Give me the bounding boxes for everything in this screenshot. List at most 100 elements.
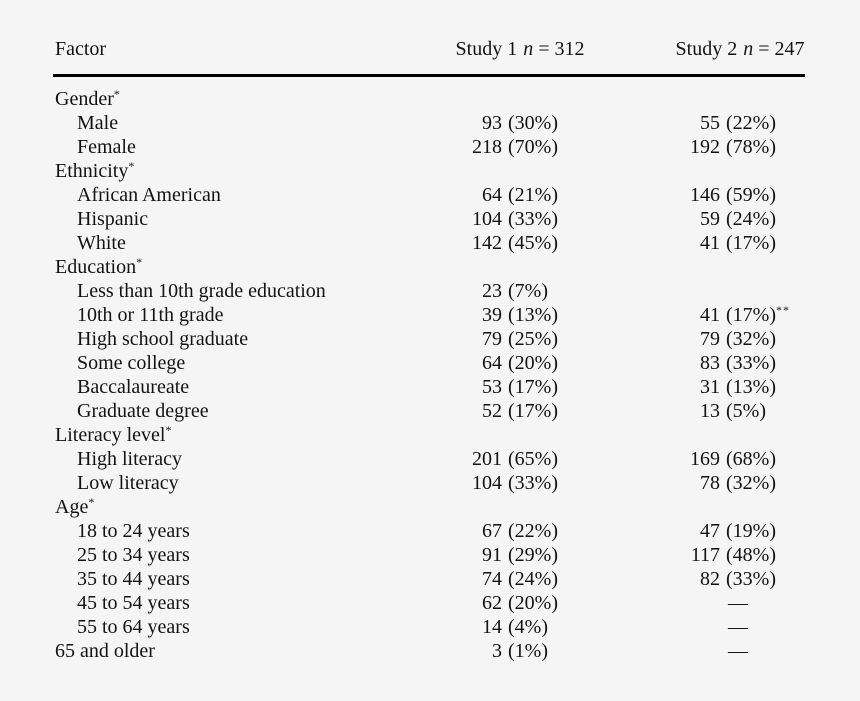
study2-value-cell: 55 (22%)	[675, 111, 805, 135]
study2-percent: (17%)	[726, 232, 776, 254]
study1-count: 39	[482, 304, 502, 326]
study1-count: 23	[482, 280, 502, 302]
study1-count: 142	[472, 232, 502, 254]
study1-value-cell: 104 (33%)	[457, 471, 583, 495]
row-label: 45 to 54 years	[77, 592, 190, 614]
column-gap	[583, 303, 675, 327]
column-gap	[583, 207, 675, 231]
study2-count: 41	[700, 232, 720, 254]
study2-value-cell: —	[675, 615, 801, 639]
study2-count: 41	[700, 304, 720, 326]
row-label: High literacy	[77, 448, 182, 470]
study2-value-cell: 79 (32%)	[675, 327, 805, 351]
study1-count: 79	[482, 328, 502, 350]
column-gap	[583, 351, 675, 375]
table-row: 45 to 54 years 62 (20%) —	[53, 591, 805, 615]
column-gap	[583, 447, 675, 471]
row-label: African American	[77, 184, 221, 206]
study1-value-cell	[457, 423, 583, 447]
study1-value-cell: 23 (7%)	[457, 279, 583, 303]
column-gap	[583, 591, 675, 615]
study1-value-cell: 142 (45%)	[457, 231, 583, 255]
study1-percent: (29%)	[508, 544, 558, 566]
study1-value-cell: 14 (4%)	[457, 615, 583, 639]
study1-percent: (1%)	[508, 640, 548, 662]
table-row: Less than 10th grade education 23 (7%)	[53, 279, 805, 303]
study1-percent: (21%)	[508, 184, 558, 206]
column-gap	[583, 639, 675, 663]
no-data-dash: —	[728, 592, 748, 614]
table-row: Low literacy 104 (33%) 78 (32%)	[53, 471, 805, 495]
study2-value-cell: 47 (19%)	[675, 519, 805, 543]
column-gap	[583, 159, 675, 183]
row-label: 25 to 34 years	[77, 544, 190, 566]
table-row: Education*	[53, 255, 805, 279]
section-row-label: Education*	[55, 255, 144, 278]
column-gap	[583, 183, 675, 207]
significance-asterisk: *	[165, 423, 173, 437]
significance-asterisk: *	[136, 255, 144, 269]
significance-asterisk: *	[113, 87, 121, 101]
table-row: 18 to 24 years 67 (22%) 47 (19%)	[53, 519, 805, 543]
study2-value-cell: 146 (59%)	[675, 183, 805, 207]
study1-value-cell	[457, 87, 583, 111]
column-gap	[583, 327, 675, 351]
study2-value-cell	[675, 495, 805, 519]
column-gap	[583, 255, 675, 279]
table-row: High literacy 201 (65%) 169 (68%)	[53, 447, 805, 471]
study2-value-cell	[675, 159, 805, 183]
column-gap	[583, 423, 675, 447]
column-gap	[583, 399, 675, 423]
study2-count: 31	[700, 376, 720, 398]
study1-percent: (25%)	[508, 328, 558, 350]
study1-count: 3	[492, 640, 502, 662]
significance-asterisk: *	[88, 495, 96, 509]
column-gap	[583, 279, 675, 303]
study2-value-cell: —	[675, 591, 801, 615]
study1-value-cell: 79 (25%)	[457, 327, 583, 351]
study1-percent: (45%)	[508, 232, 558, 254]
row-label: Some college	[77, 352, 186, 374]
study1-n-value: = 312	[538, 38, 585, 60]
row-label: High school graduate	[77, 328, 249, 350]
study1-value-cell: 67 (22%)	[457, 519, 583, 543]
study2-count: 59	[700, 208, 720, 230]
study1-value-cell: 93 (30%)	[457, 111, 583, 135]
column-gap	[583, 471, 675, 495]
study1-n-symbol: n	[523, 38, 534, 60]
study2-value-cell: 192 (78%)	[675, 135, 805, 159]
column-gap	[583, 519, 675, 543]
study2-value-cell	[675, 279, 805, 303]
study2-value-cell: 13 (5%)	[675, 399, 805, 423]
table-body: Gender* Male 93 (30%) 55 (22%) Female 218 (70%) 1…	[53, 77, 805, 663]
table-row: Gender*	[53, 87, 805, 111]
study2-column-header: Study 2 n = 247	[675, 36, 805, 62]
significance-asterisk: *	[128, 159, 136, 173]
table-row: 65 and older 3 (1%) —	[53, 639, 805, 663]
study1-column-header: Study 1 n = 312	[456, 36, 585, 62]
study1-value-cell: 91 (29%)	[457, 543, 583, 567]
study1-value-cell: 64 (20%)	[457, 351, 583, 375]
study1-value-cell	[457, 495, 583, 519]
section-row-label: Literacy level*	[55, 423, 173, 446]
study2-n-value: = 247	[758, 38, 805, 60]
study2-percent: (32%)	[726, 328, 776, 350]
study1-count: 64	[482, 352, 502, 374]
study1-count: 62	[482, 592, 502, 614]
study2-value-cell	[675, 255, 805, 279]
study1-count: 201	[472, 448, 502, 470]
study1-value-cell: 52 (17%)	[457, 399, 583, 423]
table-row: Age*	[53, 495, 805, 519]
study1-value-cell: 3 (1%)	[457, 639, 583, 663]
table-row: Female 218 (70%) 192 (78%)	[53, 135, 805, 159]
table-row: Some college 64 (20%) 83 (33%)	[53, 351, 805, 375]
study2-percent: (68%)	[726, 448, 776, 470]
row-label: Male	[77, 112, 119, 134]
study1-percent: (65%)	[508, 448, 558, 470]
study2-value-cell	[675, 423, 805, 447]
column-gap	[583, 135, 675, 159]
study1-value-cell	[457, 159, 583, 183]
study1-value-cell: 53 (17%)	[457, 375, 583, 399]
no-data-dash: —	[728, 640, 748, 662]
study1-count: 74	[482, 568, 502, 590]
